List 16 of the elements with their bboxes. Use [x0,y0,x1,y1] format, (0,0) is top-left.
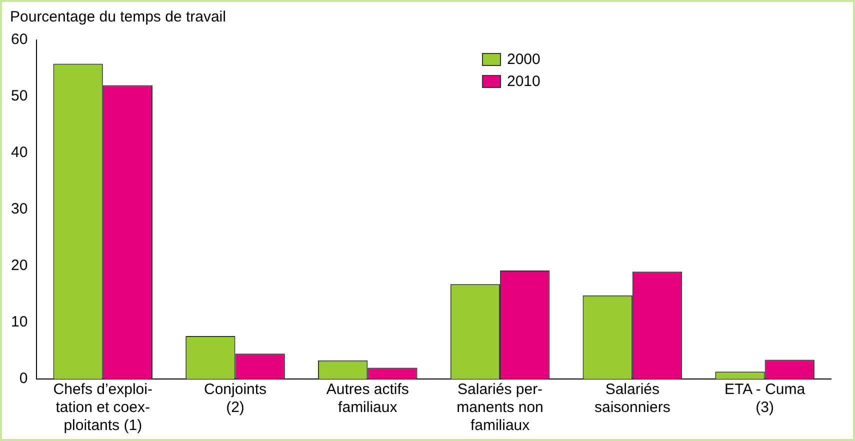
y-tick-label: 60 [10,31,28,48]
legend-label: 2010 [507,72,540,90]
y-tick-label: 20 [10,257,28,274]
x-tick-label: Conjoints (2) [204,381,267,416]
y-tick-label: 30 [10,200,28,218]
y-axis-title: Pourcentage du temps de travail [10,8,226,26]
x-tick-label: Salariés per- manents non familiaux [456,381,544,434]
y-tick-label: 50 [10,88,28,105]
x-tick-label: ETA - Cuma (3) [724,381,806,416]
x-tick-label: Autres actifs familiaux [326,381,409,416]
y-tick-label: 10 [10,314,28,331]
x-tick-label: Chefs d’exploi- tation et coex- ploitants (1) [53,381,152,434]
y-tick-label: 40 [10,144,28,162]
x-tick-label: Salariés saisonniers [594,381,670,416]
y-tick-label: 0 [19,370,28,388]
legend-label: 2000 [507,50,540,68]
